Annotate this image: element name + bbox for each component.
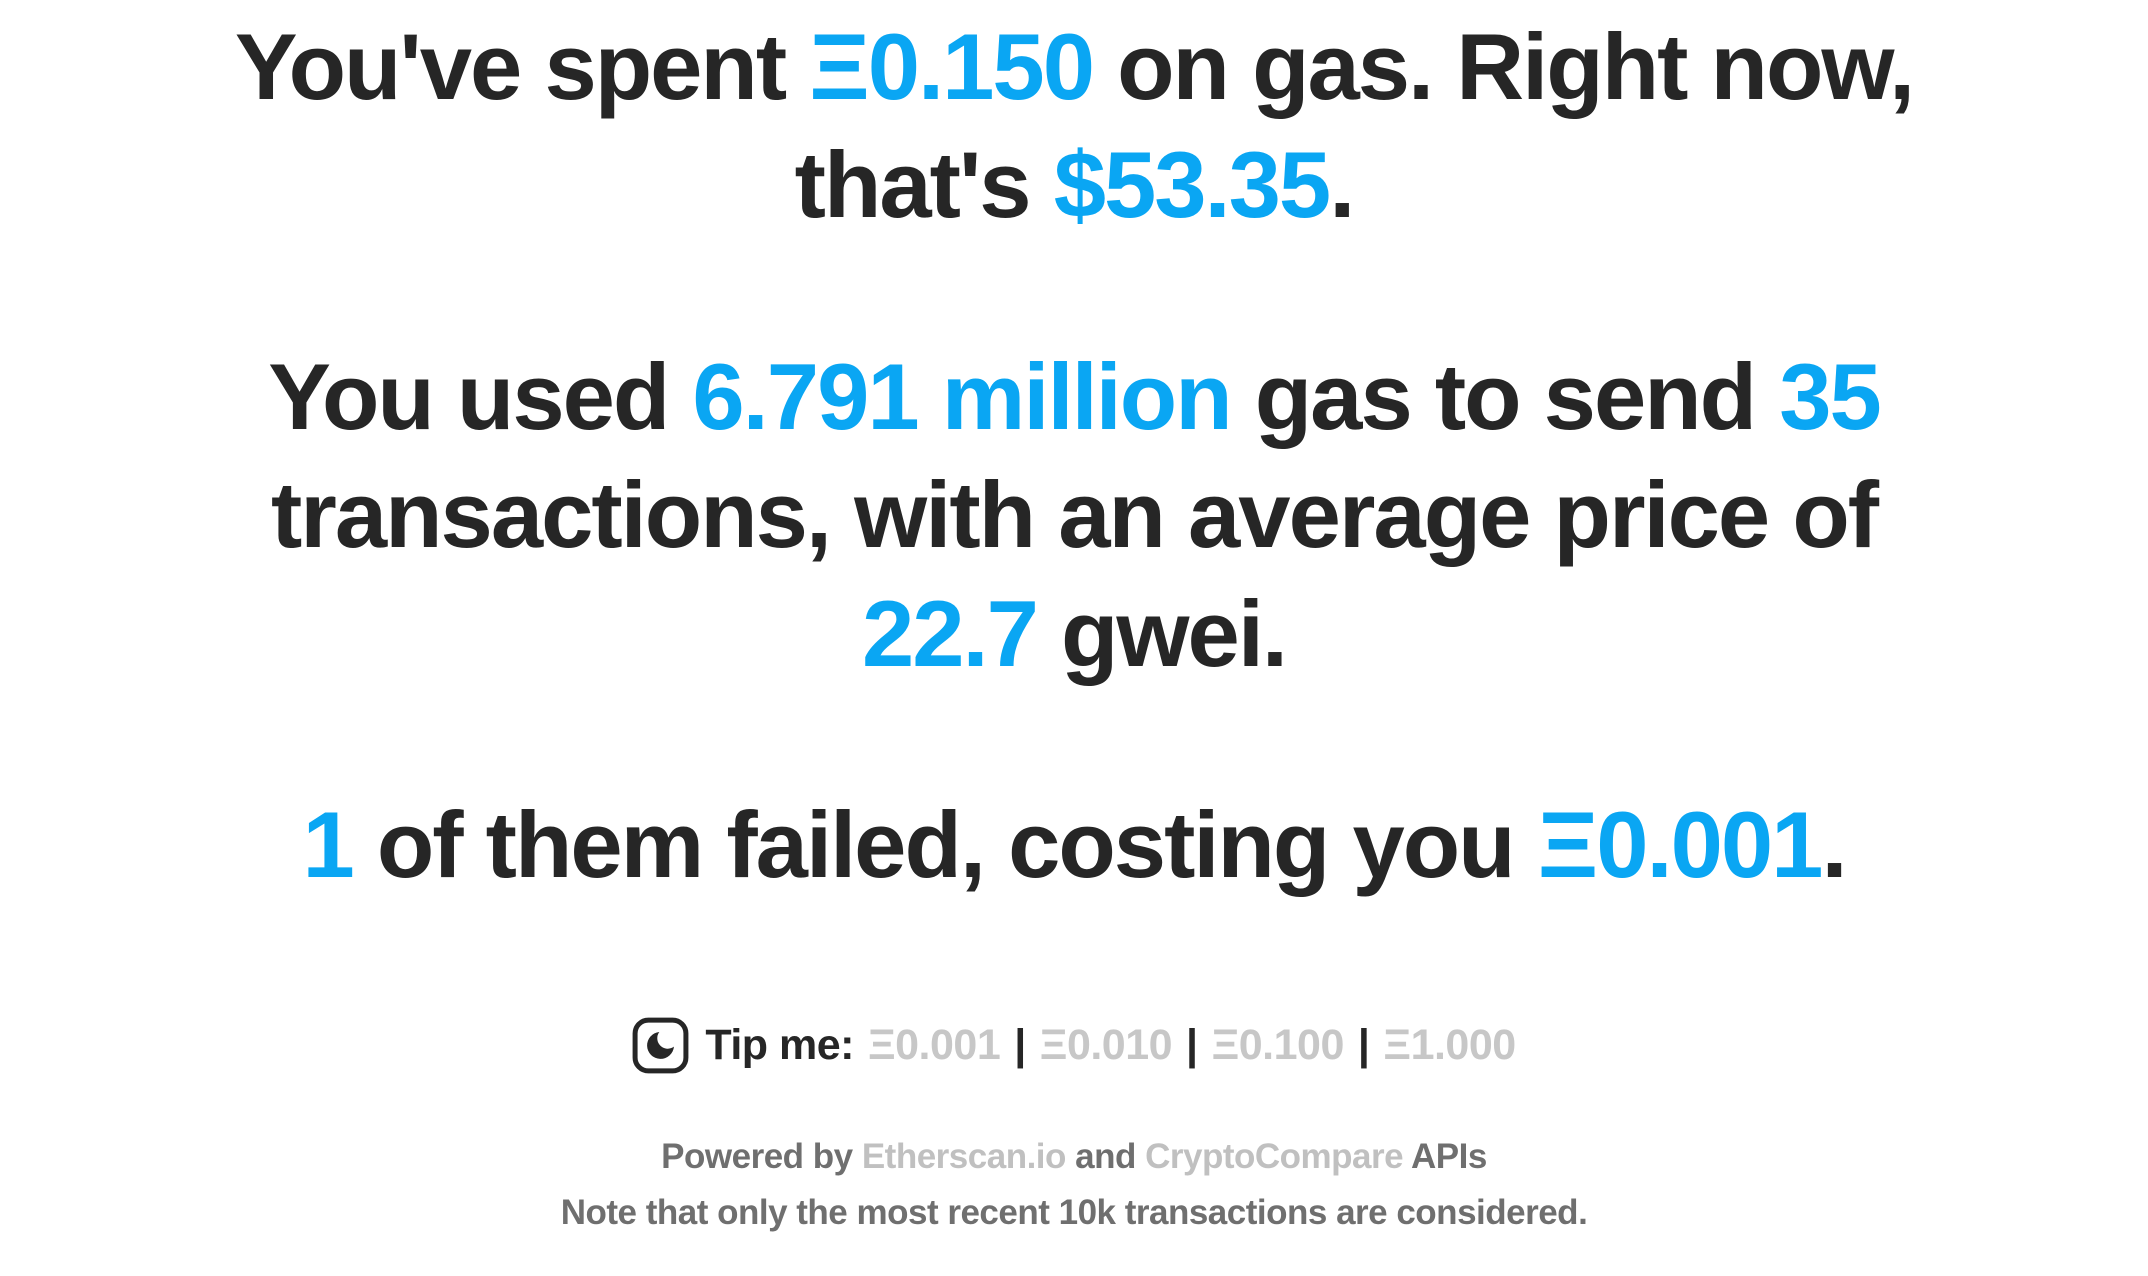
spent-pre-text: You've spent xyxy=(234,14,810,119)
usage-statement-line-3: 22.7 gwei. xyxy=(40,575,2108,693)
failed-mid-text: of them failed, costing you xyxy=(352,792,1538,898)
avg-gas-price-value: 22.7 xyxy=(861,580,1039,686)
usage-mid-text: gas to send xyxy=(1230,343,1780,449)
failed-count-value: 1 xyxy=(302,792,354,898)
etherscan-link[interactable]: Etherscan.io xyxy=(861,1136,1067,1176)
failed-statement: 1 of them failed, costing you Ξ0.001. xyxy=(0,786,2148,904)
cryptocompare-link[interactable]: CryptoCompare xyxy=(1145,1136,1404,1176)
usage-statement-line-1: You used 6.791 million gas to send 35 xyxy=(40,338,2108,456)
spent-post-text: on gas. Right now, xyxy=(1093,14,1915,119)
spent-statement: You've spent Ξ0.150 on gas. Right now, t… xyxy=(0,8,2148,245)
footer: Powered by Etherscan.io and CryptoCompar… xyxy=(0,1130,2148,1241)
powered-by-line: Powered by Etherscan.io and CryptoCompar… xyxy=(0,1130,2148,1184)
tip-amount-0100[interactable]: Ξ0.100 xyxy=(1211,1020,1345,1069)
tip-separator: | xyxy=(1186,1020,1198,1069)
failed-cost-value: Ξ0.001 xyxy=(1537,792,1824,898)
usd-post-text: . xyxy=(1329,132,1355,238)
tip-row: Tip me: Ξ0.001 | Ξ0.010 | Ξ0.100 | Ξ1.00… xyxy=(0,1017,2148,1074)
tip-amount-0010[interactable]: Ξ0.010 xyxy=(1039,1020,1173,1069)
failed-post-text: . xyxy=(1821,792,1847,898)
powered-by-text: Powered by xyxy=(661,1136,862,1176)
usage-pre-text: You used xyxy=(268,343,693,449)
transactions-note: Note that only the most recent 10k trans… xyxy=(560,1192,1588,1232)
spent-statement-line-1: You've spent Ξ0.150 on gas. Right now, xyxy=(40,8,2108,126)
gwei-text: gwei. xyxy=(1036,580,1288,686)
tip-amount-0001[interactable]: Ξ0.001 xyxy=(867,1020,1001,1069)
usd-value: $53.35 xyxy=(1053,132,1332,238)
usage-statement: You used 6.791 million gas to send 35 tr… xyxy=(0,338,2148,693)
gas-used-value: 6.791 million xyxy=(692,343,1232,449)
failed-statement-line: 1 of them failed, costing you Ξ0.001. xyxy=(40,786,2108,904)
moon-icon xyxy=(632,1017,689,1074)
usd-pre-text: that's xyxy=(794,132,1054,238)
tx-count-value: 35 xyxy=(1779,343,1882,449)
tip-amount-1000[interactable]: Ξ1.000 xyxy=(1383,1020,1516,1069)
tip-separator: | xyxy=(1014,1020,1026,1069)
eth-spent-value: Ξ0.150 xyxy=(809,14,1095,119)
spent-statement-line-2: that's $53.35. xyxy=(40,126,2108,244)
tip-separator: | xyxy=(1357,1020,1370,1069)
dark-mode-toggle[interactable] xyxy=(632,1017,689,1074)
usage-statement-line-2: transactions, with an average price of xyxy=(270,462,1879,568)
powered-apis-text: APIs xyxy=(1403,1136,1487,1176)
powered-and-text: and xyxy=(1065,1136,1146,1176)
tip-label: Tip me: xyxy=(705,1020,854,1069)
